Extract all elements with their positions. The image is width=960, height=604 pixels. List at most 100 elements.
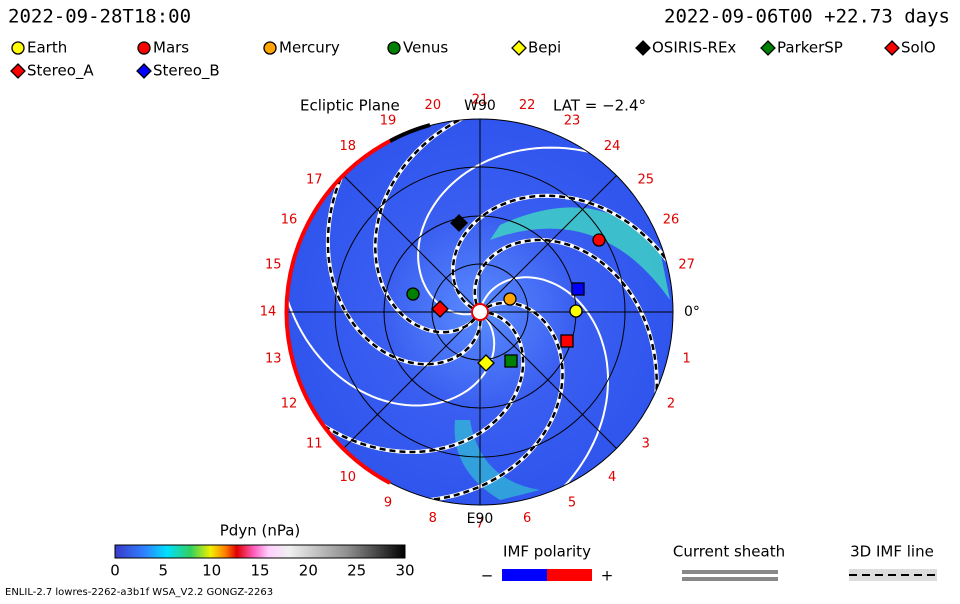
imf-title: IMF polarity [503,543,591,561]
colorbar-tick: 5 [159,562,169,580]
sheath-line [682,577,778,581]
rim-arc [284,139,391,485]
rim-label: 27 [678,257,695,272]
body [571,282,585,296]
imf-key: IMF polarity − + [481,543,614,585]
sheath-title: Current sheath [673,543,785,561]
marker [569,304,583,318]
rim-label: 10 [340,470,357,485]
legend-label: Venus [403,39,448,57]
rim-label: 2 [667,396,675,411]
marker [431,300,449,318]
rim-label: 26 [663,213,680,228]
colorbar: Pdyn (nPa) 0 5 10 15 20 25 30 [110,522,414,580]
colorbar-tick: 30 [395,562,414,580]
colorbar-tick: 25 [347,562,366,580]
colorbar-tick: 0 [110,562,120,580]
rim-label: 21 [472,93,489,108]
footer: ENLIL-2.7 lowres-2262-a3b1f WSA_V2.2 GON… [5,587,273,598]
legend-label: Bepi [528,39,561,57]
marker [477,354,495,372]
rim-label: 25 [637,172,654,187]
rim-label: 3 [642,437,650,452]
lat-label: LAT = −2.4° [553,97,646,115]
body [504,354,518,368]
marker [511,40,527,56]
marker [10,63,26,79]
sun [471,303,489,321]
legend-label: Stereo_A [27,62,94,81]
colorbar-bar [114,544,406,559]
marker [635,40,651,56]
imf-line-title: 3D IMF line [850,543,934,561]
rim-label: 8 [429,511,437,526]
marker [136,63,152,79]
legend-label: Earth [27,39,67,57]
rim-label: 6 [523,511,531,526]
bottom-label: E90 [467,511,494,527]
imf-line [307,311,525,454]
legend-label: OSIRIS-REx [652,39,736,57]
colorbar-title: Pdyn (nPa) [220,522,301,540]
marker [592,233,606,247]
rim-label: 17 [306,172,323,187]
rim-label: 23 [564,113,581,128]
rim-label: 16 [281,213,298,228]
marker [137,41,151,55]
colorbar-tick: 15 [250,562,269,580]
imf-line [374,119,477,334]
legend-label: Mars [153,39,189,57]
legend: Earth Mars Mercury Venus Bepi OSIRIS-REx Parke… [10,39,936,81]
marker [450,214,468,232]
rim-label: 19 [380,113,397,128]
marker [406,287,420,301]
colorbar-tick: 10 [202,562,221,580]
legend-label: SolO [901,39,936,57]
imf-line-key: 3D IMF line [849,543,937,581]
plot-title: Ecliptic Plane [300,97,400,115]
header-left: 2022-09-28T18:00 [8,6,191,28]
imf-line [326,160,482,366]
imf-minus: − [481,567,494,585]
top-label: W90 [464,98,496,114]
imf-pos [547,569,592,581]
imf-line [414,301,564,503]
imf-line [451,194,673,310]
header-right: 2022-09-06T00 +22.73 days [664,6,950,28]
rim-label: 5 [568,496,576,511]
current-sheath [287,280,496,407]
rim-label: 22 [519,98,536,113]
rim-label: 24 [604,139,621,154]
rim-label: 11 [306,437,323,452]
rim-label: 15 [265,257,282,272]
colorbar-tick: 20 [299,562,318,580]
marker [503,292,517,306]
sheath-key: Current sheath [673,543,785,581]
legend-label: Stereo_B [153,62,220,81]
rim-label: 9 [384,496,392,511]
rim-label: 14 [260,305,277,320]
rim-label: 13 [265,352,282,367]
marker [263,41,277,55]
marker [760,40,776,56]
rim-label: 20 [425,98,442,113]
legend-label: Mercury [279,39,340,57]
body [560,334,574,348]
rim-label: 1 [683,352,691,367]
imf-plus: + [601,567,614,585]
density-band [490,207,670,300]
marker [11,41,25,55]
imf-neg [502,569,547,581]
marker [387,41,401,55]
legend-label: ParkerSP [777,39,843,57]
density-band [454,420,540,500]
rim-label: 4 [608,470,616,485]
rim-label: 12 [281,396,298,411]
marker [884,40,900,56]
rim-label: 18 [340,139,357,154]
rim-arc [389,123,431,143]
sheath-line [682,570,778,574]
right-label: 0° [684,304,700,320]
